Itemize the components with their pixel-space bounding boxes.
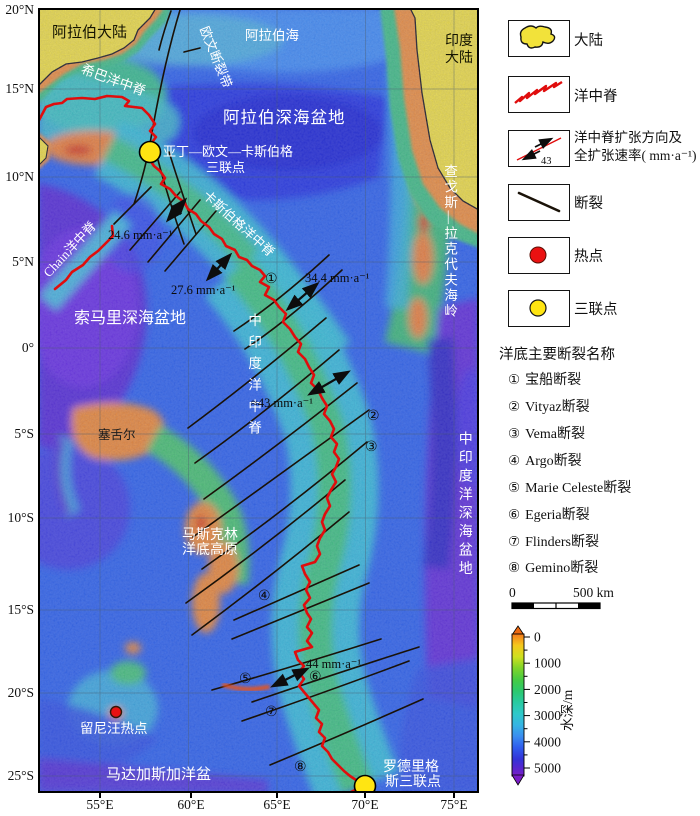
fracture-list-item: ① 宝船断裂 [508, 369, 581, 389]
legend-box-ridge [508, 76, 570, 113]
fracture-list-item: ⑤ Marie Celeste断裂 [508, 477, 631, 497]
legend-box-hotspot [508, 237, 570, 274]
chain-ridge-line [53, 224, 115, 291]
spreading-icon: 43 [516, 137, 562, 167]
lon-tickmark [364, 793, 366, 798]
fracture-list-item: ④ Argo断裂 [508, 450, 582, 470]
fracture-item-name: Vema断裂 [525, 427, 585, 442]
fracture-item-name: Flinders断裂 [525, 535, 599, 550]
lat-tick-10n: 10°N [5, 169, 34, 184]
scalebar-label: 500 km [573, 585, 614, 600]
lon-tickmark [99, 793, 101, 798]
legend-label-ridge: 洋中脊 [574, 89, 618, 105]
spreading-arrows [165, 197, 351, 688]
colorbar-axis-label: 水深/m [560, 689, 575, 731]
fracture-zones [113, 9, 424, 766]
fracture-list-item: ⑦ Flinders断裂 [508, 531, 599, 551]
sheba-ridge-line [38, 94, 158, 147]
fracture-item-name: Egeria断裂 [525, 508, 590, 523]
lon-tick-70e: 70°E [351, 797, 379, 812]
fracture-item-number: ① [508, 372, 521, 388]
fracture-item-name: Vityaz断裂 [525, 400, 590, 415]
colorbar-bottom-tip [511, 774, 525, 786]
map-frame [38, 8, 479, 793]
lat-tick-25s: 25°S [7, 768, 34, 783]
carlsberg-central-indian-ridge-line [148, 158, 364, 786]
lon-tick-60e: 60°E [177, 797, 205, 812]
legend-label-continent: 大陆 [574, 33, 603, 49]
continent-icon [519, 25, 556, 49]
fracture-list-header: 洋底主要断裂名称 [499, 347, 615, 363]
triple-junction-icon [529, 299, 547, 317]
colorbar-tick-1000: 1000 [534, 656, 561, 671]
fracture-item-name: 宝船断裂 [525, 373, 582, 388]
fracture-item-name: Gemino断裂 [525, 561, 599, 576]
fracture-item-number: ⑥ [508, 507, 521, 523]
lon-tick-55e: 55°E [86, 797, 114, 812]
fracture-item-number: ② [508, 399, 521, 415]
lon-tickmark [276, 793, 278, 798]
relief-texture-dark [38, 8, 479, 793]
scalebar-zero: 0 [509, 585, 516, 600]
lat-tick-5s: 5°S [14, 426, 34, 441]
lon-tick-65e: 65°E [263, 797, 291, 812]
legend-box-continent [508, 20, 570, 57]
fracture-list-item: ⑥ Egeria断裂 [508, 504, 590, 524]
rodrigues-ridge-sliver [222, 683, 270, 692]
bathymetric-map: 阿拉伯大陆 阿拉伯海 印度 大陆 阿拉伯深海盆地 希巴洋中脊 欧文断裂带 亚丁—… [38, 8, 479, 793]
colorbar-tick-5000: 5000 [534, 761, 561, 776]
fracture-item-number: ⑦ [508, 534, 521, 550]
fracture-icon [517, 191, 561, 213]
colorbar-tick-4000: 4000 [534, 734, 561, 749]
aden-owen-carlsberg-triple-junction-dot [138, 140, 162, 164]
legend-label-spreading: 洋中脊扩张方向及 全扩张速率( mm·a⁻¹) [574, 129, 697, 164]
colorbar-tick-labels: 0 1000 2000 3000 4000 5000 [534, 630, 561, 776]
lat-tick-0: 0° [21, 340, 34, 355]
rodrigues-triple-junction-dot [353, 774, 377, 793]
legend-label-spreading-line1: 洋中脊扩张方向及 [574, 130, 682, 145]
colorbar-tick-0: 0 [534, 630, 541, 645]
fracture-item-number: ⑧ [508, 560, 521, 576]
lat-tick-15s: 15°S [7, 602, 34, 617]
lat-tick-15n: 15°N [5, 81, 34, 96]
scalebar [511, 602, 601, 610]
fracture-list-item: ② Vityaz断裂 [508, 396, 590, 416]
fracture-item-number: ⑤ [508, 480, 521, 496]
fracture-list-item: ⑧ Gemino断裂 [508, 557, 598, 577]
mid-ocean-ridges [38, 94, 364, 793]
reunion-hotspot-dot [109, 705, 123, 719]
lat-tick-20s: 20°S [7, 685, 34, 700]
fracture-item-number: ④ [508, 453, 521, 469]
colorbar-tick-2000: 2000 [534, 682, 561, 697]
colorbar-ticks [524, 636, 530, 769]
lat-tick-20n: 20°N [5, 2, 34, 17]
bathymetry-canvas [38, 8, 479, 793]
legend-box-triple-junction [508, 290, 570, 327]
legend-label-spreading-line2: 全扩张速率( mm·a⁻¹) [574, 147, 697, 163]
fracture-item-number: ③ [508, 426, 521, 442]
legend-label-fracture: 断裂 [574, 196, 603, 212]
ridge-icon [514, 80, 563, 104]
depth-colorbar: 0 1000 2000 3000 4000 5000 水深/m [511, 625, 575, 786]
colorbar-tick-3000: 3000 [534, 708, 561, 723]
lon-tickmark [453, 793, 455, 798]
legend-label-triple-junction: 三联点 [574, 302, 618, 318]
lon-tickmark [190, 793, 192, 798]
legend-box-spreading: 43 [508, 130, 570, 167]
legend-label-hotspot: 热点 [574, 249, 603, 265]
colorbar-gradient [511, 633, 525, 777]
lon-tick-75e: 75°E [440, 797, 468, 812]
fracture-item-name: Marie Celeste断裂 [525, 481, 632, 496]
fracture-list-item: ③ Vema断裂 [508, 423, 585, 443]
legend-spread-rate-number: 43 [541, 156, 552, 165]
fracture-item-name: Argo断裂 [525, 454, 582, 469]
legend-box-fracture [508, 184, 570, 221]
map-layers [38, 8, 479, 793]
hotspot-icon [529, 246, 547, 264]
lat-tick-5n: 5°N [12, 254, 34, 269]
lat-tick-10s: 10°S [7, 510, 34, 525]
